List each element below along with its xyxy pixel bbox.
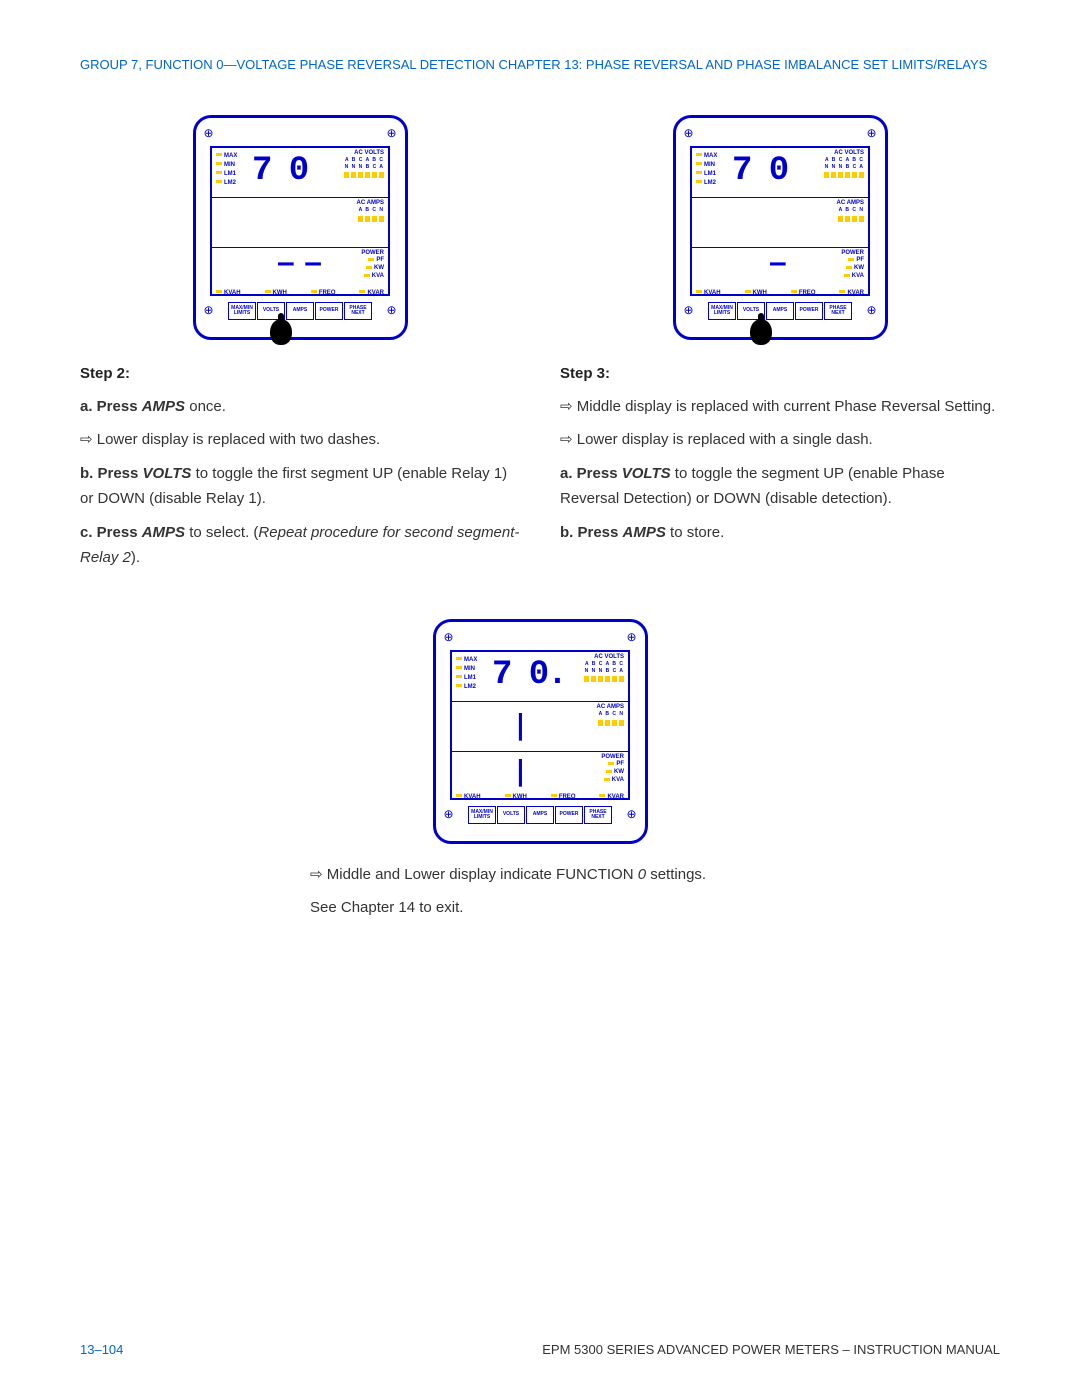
display-row-mid: AC AMPS A B C N (692, 198, 868, 248)
meter-panel-2: ⊕ ⊕ ⊕ ⊕ MAX MIN LM1 LM2 7 0 (673, 115, 888, 340)
display-row-bot: | POWER PF KW KVA KVAH KWH FREQ KVAR (452, 752, 628, 802)
label-min: MIN (224, 162, 235, 168)
label-ac-volts: AC VOLTS (344, 150, 384, 158)
buttons-row: MAX/MINLIMITS VOLTS AMPS POWER PHASENEXT (686, 302, 875, 320)
step3-arrow2: ⇨ Lower display is replaced with a singl… (560, 427, 1000, 453)
pointer-icon (270, 319, 292, 345)
power-list: PF KW KVA (361, 257, 384, 280)
display-row-top: MAX MIN LM1 LM2 7 0. AC VOLTS A B C A B … (452, 652, 628, 702)
screw-icon: ⊕ (684, 126, 694, 140)
final-arrow: ⇨ Middle and Lower display indicate FUNC… (310, 862, 770, 888)
screw-icon: ⊕ (204, 126, 214, 140)
segment-mid: | (512, 708, 527, 741)
btn-volts[interactable]: VOLTS (497, 806, 525, 824)
btn-amps[interactable]: AMPS (766, 302, 794, 320)
center-section: ⊕ ⊕ ⊕ ⊕ MAX MIN LM1 LM2 7 0. AC VOLTS A … (80, 619, 1000, 929)
display-area: MAX MIN LM1 LM2 7 0 AC VOLTS A B C A B C… (690, 146, 870, 296)
step2-b: b. Press VOLTS to toggle the first segme… (80, 461, 520, 512)
btn-power[interactable]: POWER (795, 302, 823, 320)
screw-icon: ⊕ (866, 303, 876, 317)
label-abcn: A B C N (357, 207, 384, 214)
label-ac-amps: AC AMPS (357, 200, 384, 208)
buttons-row: MAX/MINLIMITS VOLTS AMPS POWER PHASENEXT (446, 806, 635, 824)
label-max: MAX (224, 153, 237, 159)
screw-icon: ⊕ (386, 126, 396, 140)
page-number: 13–104 (80, 1342, 123, 1357)
meter-panel-1: ⊕ ⊕ ⊕ ⊕ MAX MIN LM1 LM2 7 (193, 115, 408, 340)
label-kvar: KVAR (367, 290, 384, 296)
label-kva: KVA (372, 273, 384, 279)
pointer-icon (750, 319, 772, 345)
page-header: GROUP 7, FUNCTION 0—VOLTAGE PHASE REVERS… (80, 55, 1000, 75)
content-row: ⊕ ⊕ ⊕ ⊕ MAX MIN LM1 LM2 7 (80, 115, 1000, 579)
step3-b: b. Press AMPS to store. (560, 520, 1000, 546)
screw-icon: ⊕ (866, 126, 876, 140)
screw-icon: ⊕ (626, 630, 636, 644)
display-row-top: MAX MIN LM1 LM2 7 0 AC VOLTS A B C A B C… (692, 148, 868, 198)
col-left: ⊕ ⊕ ⊕ ⊕ MAX MIN LM1 LM2 7 (80, 115, 520, 579)
step3-arrow1: ⇨ Middle display is replaced with curren… (560, 394, 1000, 420)
label-freq: FREQ (319, 290, 336, 296)
col-right: ⊕ ⊕ ⊕ ⊕ MAX MIN LM1 LM2 7 0 (560, 115, 1000, 579)
left-labels: MAX MIN LM1 LM2 (216, 152, 237, 188)
segment-display: 7 0 (252, 152, 307, 190)
display-area: MAX MIN LM1 LM2 7 0. AC VOLTS A B C A B … (450, 650, 630, 800)
btn-phase[interactable]: PHASENEXT (824, 302, 852, 320)
meter-wrap-2: ⊕ ⊕ ⊕ ⊕ MAX MIN LM1 LM2 7 0 (560, 115, 1000, 340)
right-labels-volts: AC VOLTS A B C A B C N N N B C A (344, 150, 384, 179)
step2-a: a. Press AMPS once. (80, 394, 520, 420)
display-row-bot: – POWER PF KW KVA KVAH (692, 248, 868, 298)
meter-wrap-1: ⊕ ⊕ ⊕ ⊕ MAX MIN LM1 LM2 7 (80, 115, 520, 340)
step3-title: Step 3: (560, 365, 1000, 382)
segment-bot: | (512, 754, 527, 787)
screw-icon: ⊕ (204, 303, 214, 317)
segment-dash: – (770, 248, 784, 278)
manual-title: EPM 5300 SERIES ADVANCED POWER METERS – … (542, 1342, 1000, 1357)
meter-panel-3: ⊕ ⊕ ⊕ ⊕ MAX MIN LM1 LM2 7 0. AC VOLTS A … (433, 619, 648, 844)
btn-amps[interactable]: AMPS (526, 806, 554, 824)
btn-maxmin[interactable]: MAX/MINLIMITS (228, 302, 256, 320)
label-kvah: KVAH (224, 290, 241, 296)
label-abc: A B C A B C (344, 157, 384, 164)
btn-phase[interactable]: PHASENEXT (584, 806, 612, 824)
screw-icon: ⊕ (444, 807, 454, 821)
step3-a: a. Press VOLTS to toggle the segment UP … (560, 461, 1000, 512)
label-nnn: N N N B C A (344, 164, 384, 171)
step2-arrow1: ⇨ Lower display is replaced with two das… (80, 427, 520, 453)
label-pf: PF (376, 257, 384, 263)
right-labels-amps: AC AMPS A B C N (357, 200, 384, 222)
segment-dash: – – (278, 248, 319, 278)
display-row-mid: | AC AMPS A B C N (452, 702, 628, 752)
btn-power[interactable]: POWER (555, 806, 583, 824)
display-row-bot: – – POWER PF KW KVA KVAH (212, 248, 388, 298)
btn-power[interactable]: POWER (315, 302, 343, 320)
btn-maxmin[interactable]: MAX/MINLIMITS (468, 806, 496, 824)
segment-display: 7 0. (492, 656, 566, 694)
screw-icon: ⊕ (386, 303, 396, 317)
display-row-mid: AC AMPS A B C N (212, 198, 388, 248)
step2-title: Step 2: (80, 365, 520, 382)
display-row-top: MAX MIN LM1 LM2 7 0 AC VOLTS A B C A B C… (212, 148, 388, 198)
footer: 13–104 EPM 5300 SERIES ADVANCED POWER ME… (80, 1342, 1000, 1357)
segment-display: 7 0 (732, 152, 787, 190)
display-area: MAX MIN LM1 LM2 7 0 AC VOLTS A B C A B C… (210, 146, 390, 296)
center-text: ⇨ Middle and Lower display indicate FUNC… (310, 862, 770, 929)
step2-c: c. Press AMPS to select. (Repeat procedu… (80, 520, 520, 571)
buttons-row: MAX/MINLIMITS VOLTS AMPS POWER PHASENEXT (206, 302, 395, 320)
label-kwh: KWH (273, 290, 287, 296)
label-lm2: LM2 (224, 180, 236, 186)
btn-maxmin[interactable]: MAX/MINLIMITS (708, 302, 736, 320)
screw-icon: ⊕ (626, 807, 636, 821)
screw-icon: ⊕ (684, 303, 694, 317)
page: GROUP 7, FUNCTION 0—VOLTAGE PHASE REVERS… (0, 0, 1080, 969)
label-lm1: LM1 (224, 171, 236, 177)
bottom-labels: KVAH KWH FREQ KVAR (216, 290, 384, 296)
label-kw: KW (374, 265, 384, 271)
btn-amps[interactable]: AMPS (286, 302, 314, 320)
label-power: POWER (361, 250, 384, 258)
final-see: See Chapter 14 to exit. (310, 895, 770, 921)
right-labels-power: POWER PF KW KVA (361, 250, 384, 281)
screw-icon: ⊕ (444, 630, 454, 644)
btn-phase[interactable]: PHASENEXT (344, 302, 372, 320)
